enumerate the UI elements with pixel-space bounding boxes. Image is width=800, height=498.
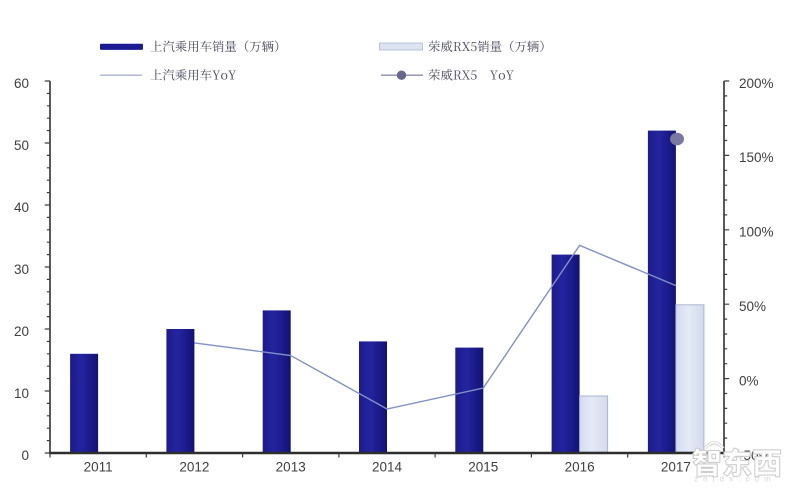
svg-text:150%: 150%: [739, 150, 774, 165]
svg-text:40: 40: [14, 200, 29, 215]
svg-text:2012: 2012: [179, 460, 209, 475]
svg-text:0: 0: [21, 448, 29, 463]
svg-text:2014: 2014: [372, 460, 403, 475]
svg-text:200%: 200%: [739, 76, 774, 91]
svg-text:30: 30: [14, 262, 29, 277]
svg-text:2017: 2017: [661, 460, 691, 475]
svg-text:2011: 2011: [84, 460, 113, 475]
svg-text:50%: 50%: [739, 299, 766, 314]
svg-text:50: 50: [14, 138, 29, 153]
svg-text:zhidx.com: zhidx.com: [694, 475, 776, 484]
svg-text:100%: 100%: [739, 225, 774, 240]
svg-text:0%: 0%: [739, 373, 759, 388]
svg-text:2015: 2015: [468, 460, 498, 475]
svg-text:60: 60: [14, 76, 29, 91]
svg-text:2013: 2013: [276, 460, 306, 475]
svg-text:10: 10: [14, 386, 29, 401]
svg-text:20: 20: [14, 324, 29, 339]
svg-text:2016: 2016: [565, 460, 595, 475]
